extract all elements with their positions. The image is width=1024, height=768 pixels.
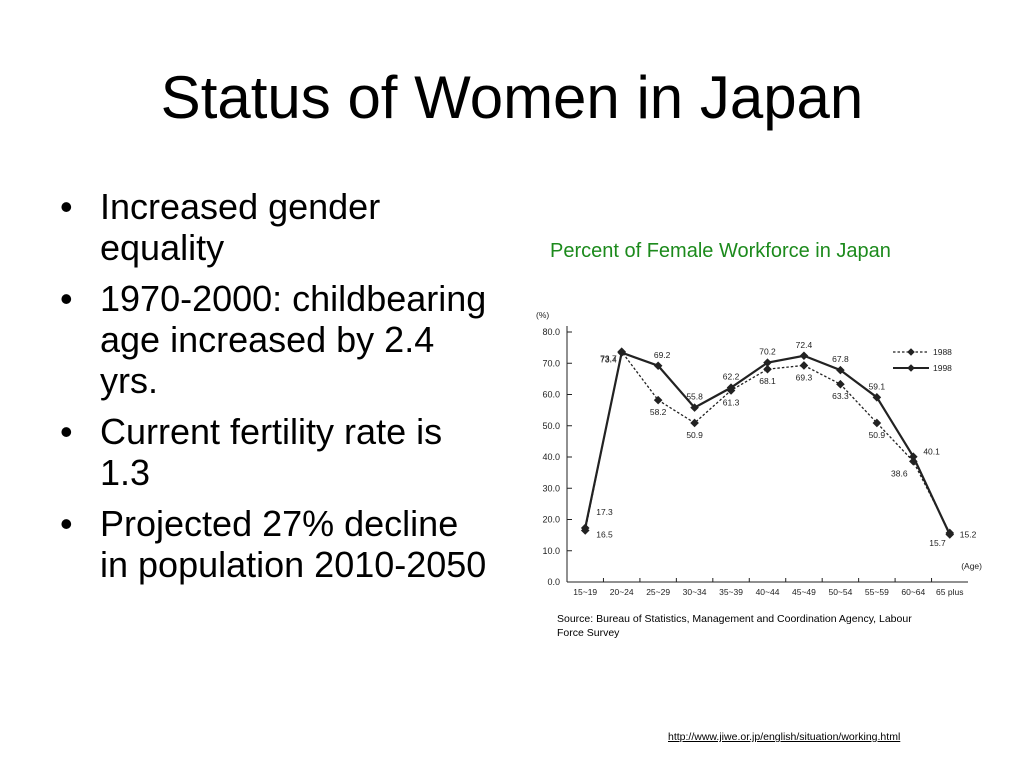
x-axis-label: (Age) (961, 561, 982, 571)
x-tick-label: 15~19 (573, 587, 597, 597)
bullet-item: Projected 27% decline in population 2010… (60, 503, 490, 585)
data-point-1988 (799, 361, 809, 370)
bullet-item: 1970-2000: childbearing age increased by… (60, 278, 490, 401)
data-point-1998 (909, 452, 918, 461)
chart-axes: 0.0 10.0 20.0 30.0 40.0 50.0 60.0 70.0 80.0 15~19… (536, 310, 982, 597)
chart-title: Percent of Female Workforce in Japan (550, 240, 891, 262)
x-tick-label: 25~29 (646, 587, 670, 597)
legend-label: 1988 (933, 347, 952, 357)
y-axis-label: (%) (536, 310, 549, 320)
y-tick-label: 30.0 (542, 483, 560, 493)
y-tick-label: 80.0 (542, 327, 560, 337)
chart-legend: 1988 1998 (893, 347, 952, 373)
data-point-1998 (945, 530, 955, 539)
x-tick-label: 35~39 (719, 587, 743, 597)
data-point-1998 (872, 393, 882, 402)
data-point-1988 (653, 395, 663, 405)
data-label: 15.2 (960, 530, 977, 540)
x-tick-label: 60~64 (901, 587, 925, 597)
series-layer (580, 347, 955, 539)
data-label: 69.2 (654, 350, 671, 360)
legend-marker-1998 (907, 364, 915, 372)
data-label: 73.4 (600, 355, 617, 365)
data-label: 15.7 (929, 538, 946, 548)
data-label: 69.3 (796, 372, 813, 382)
y-tick-label: 70.0 (542, 358, 560, 368)
data-point-1998 (726, 383, 736, 392)
data-point-1998 (653, 361, 663, 371)
data-point-1998 (836, 365, 845, 375)
data-label: 50.9 (869, 430, 886, 440)
y-tick-label: 10.0 (542, 546, 560, 556)
data-point-1998 (617, 348, 626, 357)
data-label: 59.1 (869, 381, 886, 391)
data-point-1988 (690, 418, 699, 428)
data-label: 73.7 (600, 354, 617, 364)
data-label: 62.2 (723, 372, 740, 382)
data-label: 63.3 (832, 391, 849, 401)
data-label: 68.1 (759, 376, 776, 386)
x-tick-label: 65 plus (936, 587, 963, 597)
y-tick-label: 40.0 (542, 452, 560, 462)
source-note: Source: Bureau of Statistics, Management… (557, 613, 912, 639)
data-label: 58.2 (650, 407, 667, 417)
y-tick-label: 20.0 (542, 515, 560, 525)
x-tick-label: 40~44 (756, 587, 780, 597)
data-labels-layer: 16.5 73.7 58.2 50.9 61.3 68.1 69.3 63.3 50.9 38.6… (596, 340, 976, 548)
data-label: 50.9 (686, 430, 703, 440)
legend-label: 1998 (933, 363, 952, 373)
y-tick-label: 0.0 (547, 577, 560, 587)
data-label: 55.8 (686, 392, 703, 402)
data-point-1998 (799, 351, 809, 361)
x-tick-label: 45~49 (792, 587, 816, 597)
data-point-1988 (836, 379, 845, 389)
data-label: 67.8 (832, 354, 849, 364)
slide-title: Status of Women in Japan (160, 64, 864, 131)
y-tick-label: 50.0 (542, 421, 560, 431)
data-label: 70.2 (759, 347, 776, 357)
legend-marker-1988 (907, 348, 915, 356)
x-tick-label: 50~54 (828, 587, 852, 597)
line-chart: 0.0 10.0 20.0 30.0 40.0 50.0 60.0 70.0 80.0 15~19… (536, 310, 982, 597)
x-tick-label: 30~34 (683, 587, 707, 597)
bullet-item: Current fertility rate is 1.3 (60, 411, 490, 493)
data-label: 17.3 (596, 507, 613, 517)
data-label: 38.6 (891, 468, 908, 478)
data-point-1998 (690, 403, 699, 412)
bullet-item: Increased gender equality (60, 186, 490, 268)
x-tick-label: 55~59 (865, 587, 889, 597)
bullet-list: Increased gender equality 1970-2000: chi… (60, 186, 490, 595)
data-point-1988 (872, 418, 882, 428)
data-label: 72.4 (796, 340, 813, 350)
x-tick-label: 20~24 (610, 587, 634, 597)
y-tick-label: 60.0 (542, 390, 560, 400)
data-label: 40.1 (923, 447, 940, 457)
source-url-link[interactable]: http://www.jiwe.or.jp/english/situation/… (668, 731, 901, 743)
series-line-1988 (584, 350, 951, 534)
data-label: 16.5 (596, 529, 613, 539)
data-label: 61.3 (723, 397, 740, 407)
